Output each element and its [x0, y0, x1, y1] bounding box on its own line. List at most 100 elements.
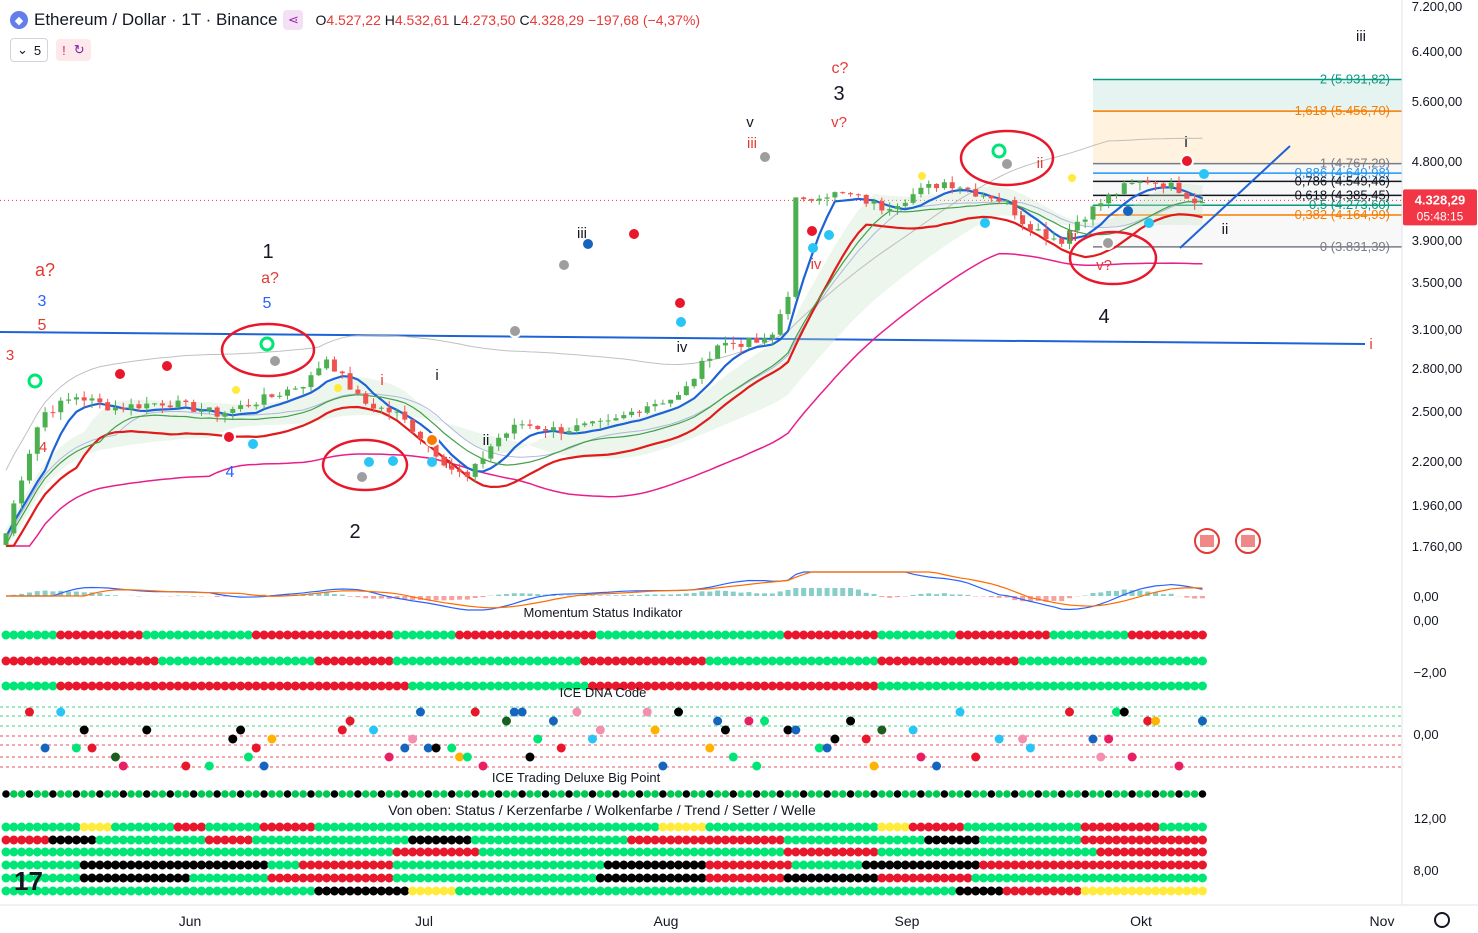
- status-dot: [462, 835, 472, 845]
- momentum-dot: [337, 656, 347, 666]
- status-dot: [384, 835, 394, 845]
- momentum-dot: [947, 681, 957, 691]
- momentum-dot: [681, 681, 691, 691]
- status-dot: [486, 886, 496, 896]
- dna-dot: [908, 725, 918, 735]
- bigpoint-dot: [346, 790, 354, 798]
- dna-dot: [705, 743, 715, 753]
- candle: [511, 424, 517, 434]
- status-dot: [1010, 847, 1020, 857]
- status-dot: [720, 886, 730, 896]
- momentum-dot: [1, 630, 11, 640]
- bigpoint-dot: [1143, 790, 1152, 798]
- fib-zone-mid: [1093, 111, 1402, 164]
- candle: [120, 407, 126, 410]
- wave-label: iii: [577, 225, 587, 242]
- status-dot: [1033, 886, 1043, 896]
- candle: [543, 429, 549, 431]
- candle: [1074, 221, 1080, 231]
- status-dot: [1010, 860, 1020, 870]
- status-dot: [986, 847, 996, 857]
- status-dot: [736, 835, 746, 845]
- momentum-dot: [728, 656, 738, 666]
- status-dot: [439, 847, 449, 857]
- share-icon[interactable]: ⋖: [283, 10, 304, 30]
- bigpoint-dot: [111, 790, 120, 798]
- status-dot: [1143, 860, 1153, 870]
- status-dot: [939, 822, 949, 832]
- alert-pill[interactable]: ! ↻: [56, 39, 91, 61]
- status-dot: [572, 873, 582, 883]
- status-dot: [431, 822, 441, 832]
- status-dot: [1065, 822, 1075, 832]
- candle: [378, 407, 384, 409]
- exclamation-icon[interactable]: !: [62, 42, 66, 58]
- status-dot: [1158, 847, 1168, 857]
- status-dot: [1080, 847, 1090, 857]
- current-price-tag: [1403, 189, 1477, 226]
- candle: [816, 198, 822, 201]
- momentum-dot: [1018, 630, 1028, 640]
- momentum-dot: [775, 630, 785, 640]
- macd-histogram-bar: [355, 596, 361, 598]
- status-dot: [17, 847, 27, 857]
- status-dot: [924, 822, 934, 832]
- indicator-toggle-button[interactable]: ⌄ 5: [10, 38, 49, 62]
- dna-dot: [1111, 707, 1121, 717]
- status-dot: [376, 860, 386, 870]
- symbol-title[interactable]: Ethereum / Dollar · 1T · Binance: [34, 10, 278, 29]
- momentum-dot: [1127, 681, 1137, 691]
- momentum-dot: [1174, 681, 1184, 691]
- momentum-dot: [494, 630, 504, 640]
- momentum-dot: [56, 681, 66, 691]
- status-dot: [142, 886, 152, 896]
- status-dot: [1033, 860, 1043, 870]
- status-dot: [1158, 835, 1168, 845]
- status-dot: [939, 886, 949, 896]
- status-dot: [799, 835, 809, 845]
- candle: [112, 407, 118, 411]
- candle: [871, 201, 877, 204]
- refresh-icon[interactable]: ↻: [73, 42, 85, 57]
- candle: [1106, 195, 1112, 204]
- status-dot: [87, 835, 97, 845]
- candle: [1012, 200, 1018, 216]
- status-dot: [376, 847, 386, 857]
- momentum-dot: [267, 681, 277, 691]
- status-dot: [204, 860, 214, 870]
- macd-histogram-bar: [1051, 596, 1057, 601]
- buy-signal-dot: [27, 373, 43, 389]
- status-dot: [752, 860, 762, 870]
- status-dot: [939, 860, 949, 870]
- macd-histogram-bar: [433, 596, 439, 601]
- status-dot: [95, 847, 105, 857]
- status-dot: [361, 860, 371, 870]
- status-dot: [32, 860, 42, 870]
- gray-signal-dot: [1000, 157, 1014, 171]
- status-dot: [689, 886, 699, 896]
- candle: [245, 405, 251, 407]
- bigpoint-dot: [792, 790, 800, 798]
- bigpoint-dot: [940, 790, 949, 798]
- dna-dot: [760, 716, 770, 726]
- momentum-dot: [799, 630, 809, 640]
- status-dot: [447, 835, 457, 845]
- status-dot: [1151, 860, 1161, 870]
- macd-histogram-bar: [441, 596, 447, 601]
- status-dot: [1065, 847, 1075, 857]
- momentum-dot: [181, 630, 191, 640]
- status-dot: [204, 886, 214, 896]
- status-dot: [1088, 860, 1098, 870]
- candle: [832, 192, 838, 198]
- status-dot: [400, 886, 410, 896]
- momentum-dot: [1080, 630, 1090, 640]
- momentum-dot: [71, 681, 81, 691]
- status-dot: [963, 835, 973, 845]
- status-dot: [1135, 886, 1145, 896]
- time-tick-label: Jun: [179, 913, 202, 929]
- macd-histogram-bar: [1192, 596, 1198, 599]
- status-dot: [916, 835, 926, 845]
- status-dot: [705, 835, 715, 845]
- candle: [550, 427, 556, 431]
